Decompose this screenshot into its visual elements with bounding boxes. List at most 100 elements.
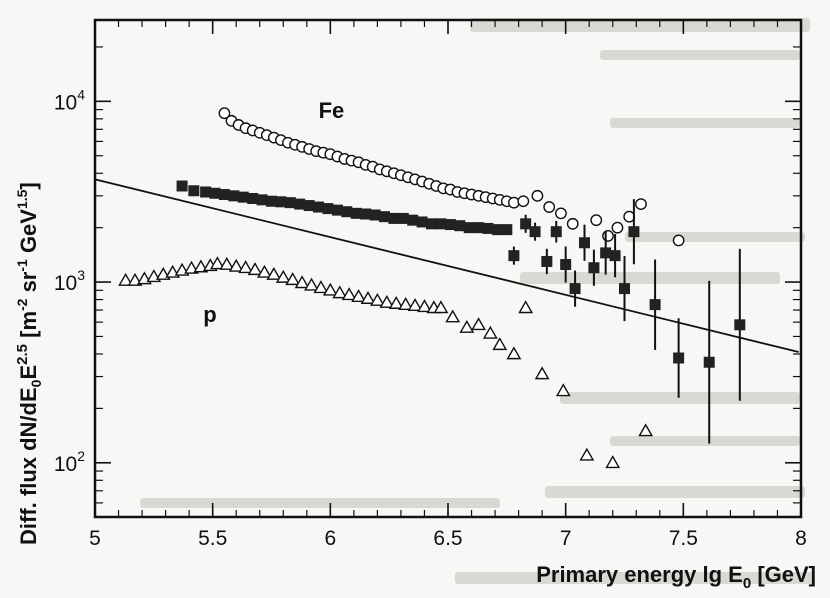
- p-point: [379, 294, 395, 308]
- all-particle-point: [508, 250, 520, 262]
- all-particle-point: [520, 218, 532, 230]
- all-particle-point: [303, 200, 315, 212]
- all-particle-point: [228, 190, 240, 202]
- fe-point: [623, 210, 636, 223]
- p-point: [534, 366, 550, 380]
- p-point: [471, 317, 486, 331]
- p-point: [322, 282, 338, 296]
- x-tick-labels: 5 5.5 6 6.5 7 7.5 8: [89, 527, 807, 550]
- p-point: [118, 272, 133, 286]
- all-particle-point: [188, 185, 200, 197]
- x-tick-label: 5.5: [198, 527, 227, 550]
- all-particle-point: [491, 224, 503, 236]
- p-point: [492, 337, 508, 351]
- p-point: [219, 256, 235, 270]
- all-particle-point: [397, 212, 409, 224]
- all-particle-point: [218, 189, 230, 201]
- p-point: [518, 300, 534, 314]
- all-particle-point: [588, 262, 600, 274]
- p-point: [228, 258, 244, 272]
- all-particle-point: [473, 222, 485, 234]
- p-point: [388, 295, 404, 309]
- fe-point: [517, 195, 530, 208]
- p-point: [638, 423, 654, 437]
- x-tick-label: 6.5: [433, 527, 462, 550]
- all-particle-point: [444, 219, 456, 231]
- fe-point: [218, 107, 231, 120]
- p-point: [482, 325, 498, 339]
- x-tick-label: 8: [795, 527, 807, 550]
- all-particle-point: [703, 356, 715, 368]
- series-all-particle: [176, 180, 746, 444]
- all-particle-point: [407, 214, 419, 226]
- x-tick-label: 7.5: [669, 527, 698, 550]
- fe-point: [635, 198, 647, 210]
- p-point: [266, 266, 282, 280]
- fe-point: [531, 189, 544, 202]
- p-point: [459, 319, 475, 333]
- all-particle-point: [541, 255, 553, 267]
- all-particle-point: [435, 218, 447, 230]
- p-point: [351, 289, 366, 303]
- all-particle-point: [378, 211, 390, 223]
- y-tick-labels: 102 103 104: [54, 86, 85, 475]
- p-point: [313, 280, 329, 294]
- y-tick-label: 102: [54, 448, 85, 476]
- all-particle-point: [360, 208, 372, 220]
- y-axis-title: Diff. flux dN/dE0E2.5 [m-2 sr-1 GeV1.5]: [14, 182, 44, 545]
- p-point: [579, 447, 595, 461]
- all-particle-point: [600, 247, 612, 259]
- p-point: [238, 260, 254, 274]
- fe-point: [590, 214, 603, 227]
- fe-point: [507, 196, 520, 209]
- all-particle-point: [256, 194, 268, 206]
- all-particle-point: [463, 222, 475, 234]
- p-point: [369, 292, 385, 306]
- p-point: [506, 346, 522, 360]
- p-point: [341, 287, 357, 301]
- all-particle-point: [673, 352, 685, 364]
- p-point: [555, 383, 571, 397]
- all-particle-point: [619, 283, 630, 295]
- fe-point: [602, 230, 614, 242]
- series-fe: [218, 107, 685, 247]
- x-tick-label: 6: [324, 527, 336, 550]
- all-particle-point: [341, 206, 353, 218]
- all-particle-point: [266, 195, 277, 207]
- all-particle-point: [628, 226, 640, 238]
- all-particle-point: [734, 319, 746, 331]
- x-tick-label: 7: [560, 527, 572, 550]
- all-particle-point: [482, 222, 494, 234]
- p-point: [285, 272, 301, 286]
- series-p: [118, 256, 654, 469]
- all-particle-point: [294, 198, 306, 210]
- all-particle-point: [275, 196, 287, 208]
- all-particle-point: [426, 218, 438, 230]
- all-particle-point: [322, 203, 334, 215]
- all-particle-point: [247, 192, 259, 204]
- all-particle-point: [313, 201, 325, 213]
- p-point: [360, 290, 376, 304]
- all-particle-point: [237, 191, 249, 203]
- all-particle-point: [454, 220, 466, 232]
- fe-point: [566, 217, 579, 230]
- y-tick-label: 104: [54, 86, 85, 114]
- all-particle-point: [388, 212, 400, 224]
- fe-point: [543, 201, 556, 213]
- all-particle-point: [416, 216, 428, 228]
- all-particle-point: [569, 283, 581, 295]
- all-particle-point: [284, 197, 296, 209]
- fe-point: [555, 207, 567, 220]
- all-particle-point: [550, 226, 562, 238]
- annotation-fe: Fe: [319, 98, 345, 123]
- x-axis-title: Primary energy lg E0 [GeV]: [536, 562, 816, 592]
- p-point: [184, 260, 199, 274]
- all-particle-point: [609, 250, 621, 262]
- x-tick-label: 5: [89, 527, 101, 550]
- p-point: [304, 277, 319, 291]
- y-tick-label: 103: [54, 267, 85, 295]
- p-point: [247, 262, 263, 276]
- all-particle-point: [200, 186, 212, 198]
- annotation-p: p: [203, 302, 216, 327]
